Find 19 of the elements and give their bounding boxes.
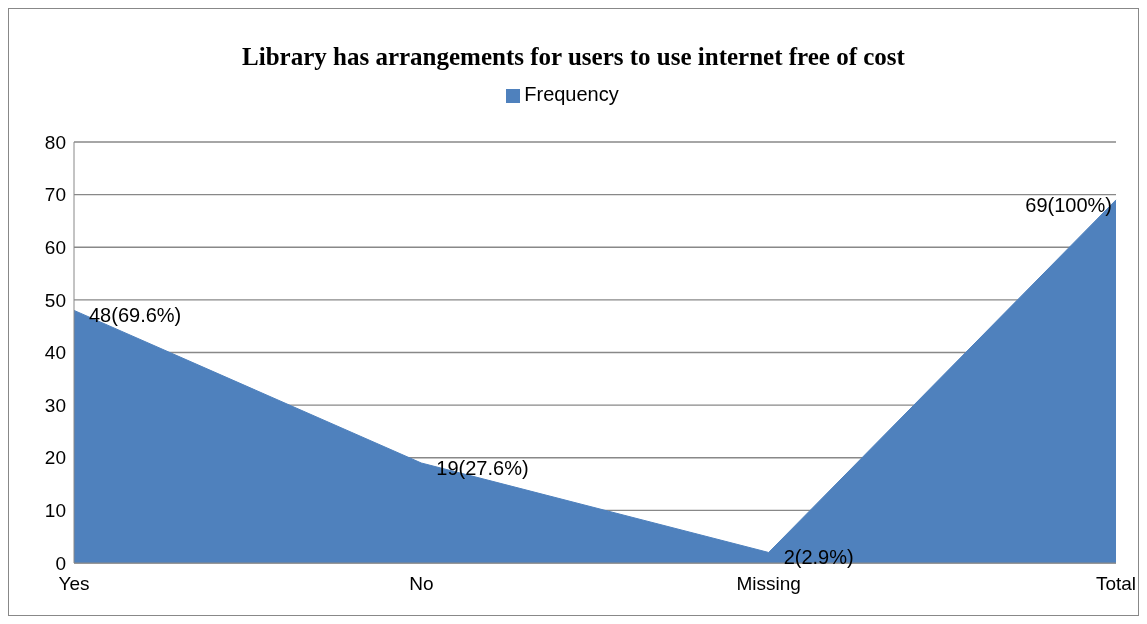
y-tick-label: 30 xyxy=(44,394,66,416)
y-tick-label: 80 xyxy=(44,131,66,153)
x-tick-label: Yes xyxy=(58,573,90,595)
y-tick-label: 10 xyxy=(44,500,66,522)
x-tick-label: Total xyxy=(1095,573,1137,595)
data-label: 69(100%) xyxy=(1025,193,1112,216)
y-tick-label: 70 xyxy=(44,184,66,206)
x-tick-label: No xyxy=(409,573,434,595)
y-tick-label: 60 xyxy=(44,236,66,258)
chart-title: Library has arrangements for users to use internet free of cost xyxy=(241,43,906,72)
data-label: 19(27.6%) xyxy=(436,457,529,480)
data-label: 48(69.6%) xyxy=(89,304,182,327)
y-tick-label: 50 xyxy=(44,289,66,311)
data-label: 2(2.9%) xyxy=(783,546,854,569)
x-tick-label: Missing xyxy=(736,573,801,595)
y-tick-label: 20 xyxy=(44,447,66,469)
y-tick-label: 40 xyxy=(44,342,66,364)
legend-label: Frequency xyxy=(524,83,619,105)
y-tick-label: 0 xyxy=(55,552,66,574)
